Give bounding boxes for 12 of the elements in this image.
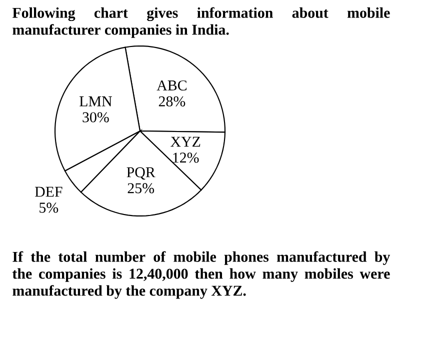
slice-label: ABC [156, 80, 186, 90]
text: If the total number of mobile phones manufactured by the companies is 12,40,000 then how many mobiles were manufactured by the company XYZ. [12, 251, 390, 299]
data-label: 30% [82, 112, 109, 122]
data-label: 25% [128, 183, 154, 194]
data-label: 12% [173, 152, 199, 163]
data-label: 5% [40, 202, 58, 213]
data-label: 28% [158, 96, 186, 106]
slice-label: LMN [80, 96, 112, 106]
slice-label: XYZ [170, 136, 200, 147]
slice-label: DEF [34, 186, 62, 197]
chart-title: Following chart gives information about mobile manufacturer companies in India. [12, 7, 390, 38]
slice-label: PQR [126, 167, 156, 180]
